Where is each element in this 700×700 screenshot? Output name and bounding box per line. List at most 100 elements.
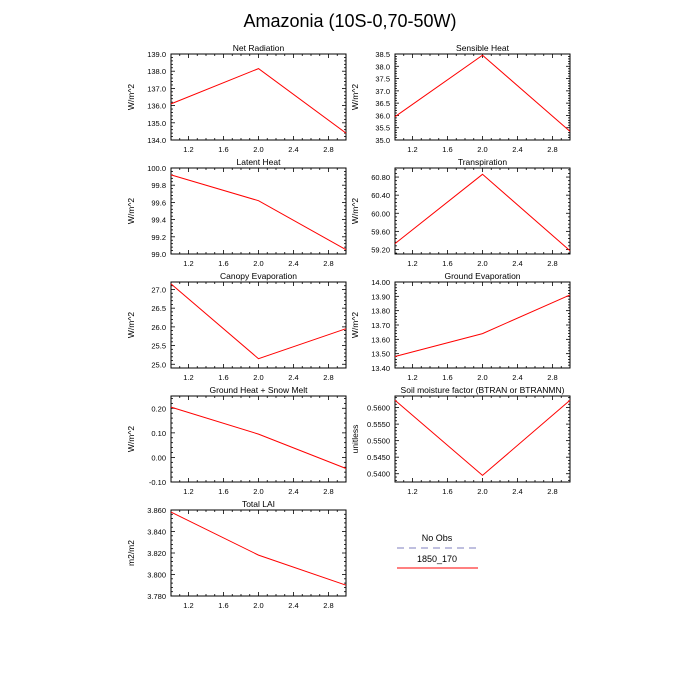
series-line [394,173,571,252]
y-tick-label: 60.80 [371,173,390,182]
y-tick-label: 99.0 [151,250,166,259]
panel-title: Transpiration [458,157,508,167]
y-tick-label: 59.20 [371,245,390,254]
x-tick-label: 2.4 [288,259,298,268]
y-tick-label: 13.70 [371,321,390,330]
y-axis-label: unitless [350,425,360,454]
x-tick-label: 2.4 [288,145,298,154]
y-tick-label: 25.5 [151,342,166,351]
y-tick-label: 38.5 [375,50,390,59]
y-tick-label: 35.0 [375,136,390,145]
chart-panel: Net Radiation W/m^2 1.2 1.6 2.0 2.4 2.8 134.0 13… [126,43,347,154]
y-tick-label: 0.20 [151,404,166,413]
y-tick-label: 35.5 [375,124,390,133]
plot-frame [394,395,571,483]
y-tick-label: 60.00 [371,209,390,218]
x-tick-label: 2.4 [512,145,522,154]
series-line [394,399,571,477]
x-tick-label: 2.8 [547,145,557,154]
x-tick-label: 2.4 [288,487,298,496]
series-line [170,406,347,469]
y-tick-label: 137.0 [147,84,166,93]
x-tick-label: 2.8 [547,259,557,268]
y-tick-label: 0.5400 [367,470,390,479]
x-tick-label: 1.2 [183,373,193,382]
x-tick-label: 2.8 [323,601,333,610]
y-tick-label: -0.10 [149,478,166,487]
x-tick-label: 1.6 [442,259,452,268]
y-axis-label: W/m^2 [350,84,360,110]
y-tick-label: 138.0 [147,67,166,76]
y-tick-label: 3.800 [147,571,166,580]
x-tick-label: 1.2 [407,373,417,382]
x-tick-label: 2.8 [323,487,333,496]
chart-panel: Latent Heat W/m^2 1.2 1.6 2.0 2.4 2.8 99.0 99.2 9… [126,157,347,268]
x-tick-label: 2.0 [253,487,263,496]
panel-title: Ground Evaporation [444,271,520,281]
plot-frame [170,509,347,597]
x-tick-label: 2.8 [547,487,557,496]
x-tick-label: 2.0 [253,259,263,268]
chart-panel: Sensible Heat W/m^2 1.2 1.6 2.0 2.4 2.8 35.0 35.… [350,43,571,154]
series-line [394,294,571,357]
chart-panel: Canopy Evaporation W/m^2 1.2 1.6 2.0 2.4 2.8 25… [126,271,347,382]
x-tick-label: 2.4 [512,373,522,382]
plot-frame [394,167,571,255]
y-axis-label: W/m^2 [350,312,360,338]
plot-frame [394,281,571,369]
x-tick-label: 2.8 [323,145,333,154]
y-tick-label: 13.90 [371,292,390,301]
plot-frame [394,53,571,141]
y-tick-label: 0.5550 [367,420,390,429]
y-tick-label: 136.0 [147,102,166,111]
series-line [170,174,347,251]
x-tick-label: 1.2 [407,259,417,268]
legend: No Obs 1850_170 [397,533,478,569]
x-tick-label: 1.6 [442,145,452,154]
x-tick-label: 2.4 [512,259,522,268]
y-tick-label: 25.0 [151,360,166,369]
y-tick-label: 99.8 [151,181,166,190]
plot-frame [170,167,347,255]
x-tick-label: 2.8 [323,373,333,382]
y-tick-label: 36.5 [375,99,390,108]
y-tick-label: 0.5600 [367,404,390,413]
x-tick-label: 2.0 [477,373,487,382]
x-tick-label: 2.0 [253,601,263,610]
y-tick-label: 3.860 [147,506,166,515]
y-tick-label: 26.0 [151,323,166,332]
y-tick-label: 59.60 [371,227,390,236]
y-axis-label: m2/m2 [126,540,136,566]
series-line [170,511,347,586]
chart-panel: Total LAI m2/m2 1.2 1.6 2.0 2.4 2.8 3.780 3.800 3… [126,499,347,610]
panel-title: Total LAI [242,499,275,509]
x-tick-label: 1.6 [218,145,228,154]
x-tick-label: 2.0 [253,373,263,382]
panel-title: Ground Heat + Snow Melt [209,385,308,395]
figure-title: Amazonia (10S-0,70-50W) [243,11,456,31]
x-tick-label: 1.6 [218,601,228,610]
x-tick-label: 1.2 [183,487,193,496]
panels: Net Radiation W/m^2 1.2 1.6 2.0 2.4 2.8 134.0 13… [126,43,571,610]
panel-title: Net Radiation [233,43,285,53]
series-line [394,54,571,132]
x-tick-label: 1.6 [442,487,452,496]
x-tick-label: 2.0 [253,145,263,154]
x-tick-label: 2.8 [323,259,333,268]
x-tick-label: 1.2 [183,601,193,610]
y-tick-label: 37.0 [375,87,390,96]
y-tick-label: 99.4 [151,216,166,225]
x-tick-label: 1.2 [183,145,193,154]
y-tick-label: 36.0 [375,111,390,120]
x-tick-label: 2.4 [288,601,298,610]
y-tick-label: 0.5450 [367,453,390,462]
y-axis-label: W/m^2 [350,198,360,224]
y-tick-label: 26.5 [151,304,166,313]
panel-title: Canopy Evaporation [220,271,297,281]
y-tick-label: 37.5 [375,75,390,84]
plot-frame [170,53,347,141]
series-line [170,68,347,134]
x-tick-label: 2.0 [477,259,487,268]
plot-frame [170,281,347,369]
y-tick-label: 13.60 [371,335,390,344]
